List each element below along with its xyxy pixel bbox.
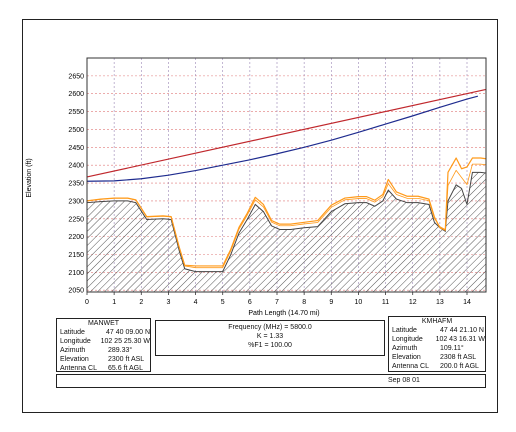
y-tick-label: 2050 (68, 288, 84, 295)
y-tick-label: 2500 (68, 127, 84, 134)
line-of-sight-line (86, 88, 487, 178)
site-b-elevation: 2308 ft ASL (440, 354, 477, 361)
x-tick-label: 9 (329, 299, 333, 306)
print-date: Sep 08 01 (388, 377, 420, 384)
site-b-longitude-row: Longitude 102 43 16.31 W (389, 335, 485, 344)
plot-area-border (86, 57, 487, 293)
fresnel-zone-inner-line (86, 163, 487, 269)
site-b-azimuth-row: Azimuth 109.11° (389, 344, 485, 353)
site-b-elevation-row: Elevation 2308 ft ASL (389, 353, 485, 362)
site-a-azimuth-label: Azimuth (60, 347, 86, 354)
site-a-antenna-label: Antenna CL (60, 365, 97, 372)
site-a-longitude: 102 25 25.30 W (100, 338, 150, 345)
terrain-profile-area (86, 171, 487, 293)
x-axis-label: Path Length (14.70 mi) (248, 310, 319, 317)
site-b-antenna-label: Antenna CL (392, 363, 429, 370)
site-b-name: KMHAFM (421, 318, 453, 325)
site-b-azimuth-label: Azimuth (392, 345, 418, 352)
site-a-longitude-row: Longitude 102 25 25.30 W (57, 337, 150, 346)
site-a-elevation-label: Elevation (60, 356, 89, 363)
y-tick-label: 2350 (68, 181, 84, 188)
y-tick-label: 2600 (68, 91, 84, 98)
y-tick-label: 2150 (68, 252, 84, 259)
x-tick-label: 14 (463, 299, 471, 306)
x-tick-label: 2 (139, 299, 143, 306)
x-tick-label: 11 (382, 299, 389, 306)
x-tick-label: 12 (409, 299, 417, 306)
earth-curvature-line (86, 95, 479, 182)
fresnel-percent-text: %F1 = 100.00 (248, 342, 292, 349)
site-a-panel: MANWET Latitude 47 40 09.00 N Longitude … (56, 318, 151, 372)
y-tick-label: 2100 (68, 270, 84, 277)
site-a-longitude-label: Longitude (60, 338, 91, 345)
site-a-antenna-row: Antenna CL 65.6 ft AGL (57, 364, 150, 373)
site-b-panel: KMHAFM Latitude 47 44 21.10 N Longitude … (388, 316, 486, 372)
site-a-name: MANWET (87, 320, 120, 327)
site-a-elevation: 2300 ft ASL (108, 356, 145, 363)
site-b-azimuth: 109.11° (440, 345, 464, 352)
k-factor-text: K = 1.33 (256, 333, 284, 340)
x-tick-label: 7 (275, 299, 279, 306)
site-b-longitude: 102 43 16.31 W (435, 336, 485, 343)
profile-frame (22, 19, 498, 413)
site-b-latitude-row: Latitude 47 44 21.10 N (389, 326, 485, 335)
x-tick-label: 1 (112, 299, 116, 306)
y-tick-label: 2200 (68, 234, 84, 241)
site-a-azimuth: 289.33° (108, 347, 133, 354)
x-tick-label: 13 (436, 299, 444, 306)
site-b-antenna: 200.0 ft AGL (440, 363, 479, 370)
site-b-latitude-label: Latitude (392, 327, 417, 334)
x-tick-label: 5 (221, 299, 225, 306)
x-tick-label: 6 (248, 299, 252, 306)
site-b-latitude: 47 44 21.10 N (440, 327, 484, 334)
site-b-antenna-row: Antenna CL 200.0 ft AGL (389, 362, 485, 371)
y-tick-label: 2550 (68, 109, 84, 116)
site-a-latitude-label: Latitude (60, 329, 85, 336)
site-b-longitude-label: Longitude (392, 336, 423, 343)
site-a-latitude: 47 40 09.00 N (106, 329, 150, 336)
x-tick-label: 3 (166, 299, 170, 306)
radio-params-panel: Frequency (MHz) = 5800.0 K = 1.33 %F1 = … (155, 320, 385, 356)
x-tick-label: 4 (194, 299, 198, 306)
site-a-elevation-row: Elevation 2300 ft ASL (57, 355, 150, 364)
y-axis-label: Elevation (ft) (26, 158, 33, 197)
site-a-latitude-row: Latitude 47 40 09.00 N (57, 328, 150, 337)
x-tick-label: 10 (355, 299, 363, 306)
site-b-elevation-label: Elevation (392, 354, 421, 361)
y-tick-label: 2400 (68, 163, 84, 170)
site-a-azimuth-row: Azimuth 289.33° (57, 346, 150, 355)
x-tick-label: 8 (302, 299, 306, 306)
date-box: Sep 08 01 (56, 374, 486, 388)
y-tick-label: 2250 (68, 216, 84, 223)
y-tick-label: 2650 (68, 73, 84, 80)
y-tick-label: 2300 (68, 198, 84, 205)
frequency-text: Frequency (MHz) = 5800.0 (228, 324, 312, 331)
site-a-antenna: 65.6 ft AGL (108, 365, 144, 372)
x-tick-label: 0 (85, 299, 89, 306)
y-tick-label: 2450 (68, 145, 84, 152)
